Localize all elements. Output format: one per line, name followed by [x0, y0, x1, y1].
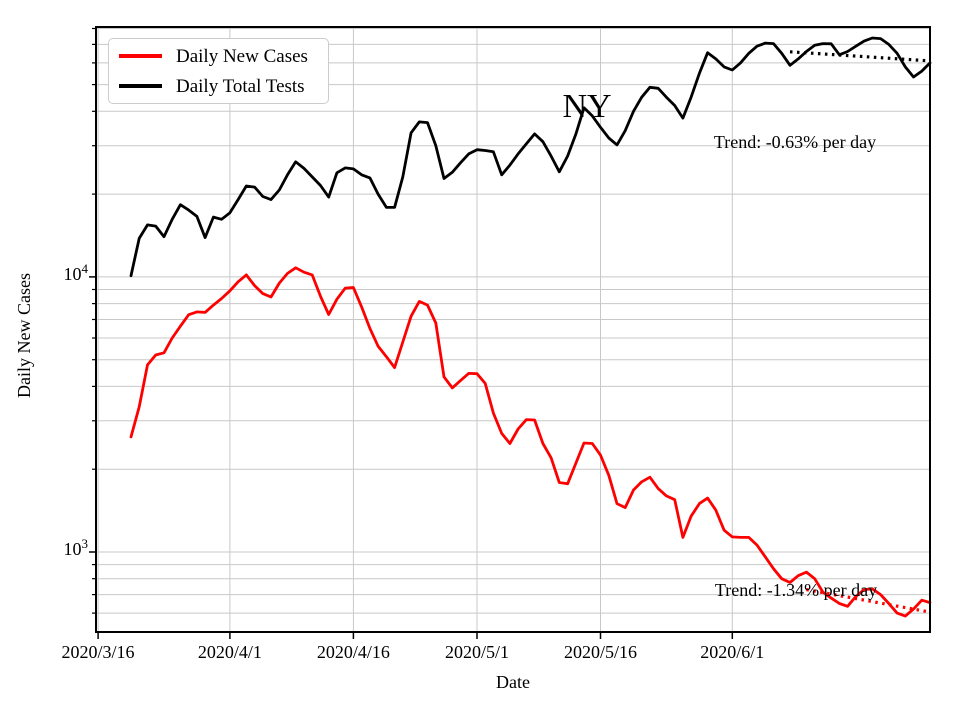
y-tick-exponent: 4	[81, 260, 89, 276]
x-tick-label: 2020/6/1	[700, 642, 765, 662]
x-tick-label: 2020/4/16	[316, 642, 390, 662]
data-series	[129, 36, 932, 618]
legend-line-swatch-red	[119, 54, 162, 58]
plot-frame	[95, 26, 931, 633]
y-tick-base: 10	[63, 263, 82, 284]
y-axis-label: Daily New Cases	[14, 273, 34, 399]
trend-annotation-cases: Trend: -1.34% per day	[714, 580, 878, 600]
x-tick-label: 2020/5/16	[564, 642, 638, 662]
gridlines	[96, 27, 930, 632]
legend-item-tests: Daily Total Tests	[109, 74, 328, 98]
trend-lines	[789, 50, 931, 614]
y-tick-label: 104	[63, 260, 89, 285]
legend-label: Daily Total Tests	[176, 75, 305, 97]
legend-line-swatch-black	[119, 84, 162, 88]
legend-item-cases: Daily New Cases	[109, 44, 328, 68]
y-tick-exponent: 3	[81, 536, 89, 552]
y-tick-label: 103	[63, 536, 89, 560]
x-tick-label: 2020/3/16	[61, 642, 135, 662]
x-tick-label: 2020/4/1	[197, 642, 262, 662]
legend-label: Daily New Cases	[176, 45, 308, 67]
trend-annotation-tests: Trend: -0.63% per day	[713, 132, 877, 152]
plot-title: NY	[562, 88, 612, 125]
axis-ticks	[89, 27, 734, 639]
x-axis-label: Date	[496, 672, 530, 692]
y-tick-base: 10	[63, 539, 82, 560]
x-tick-label: 2020/5/1	[444, 642, 509, 662]
legend: Daily New Cases Daily Total Tests	[108, 38, 329, 104]
